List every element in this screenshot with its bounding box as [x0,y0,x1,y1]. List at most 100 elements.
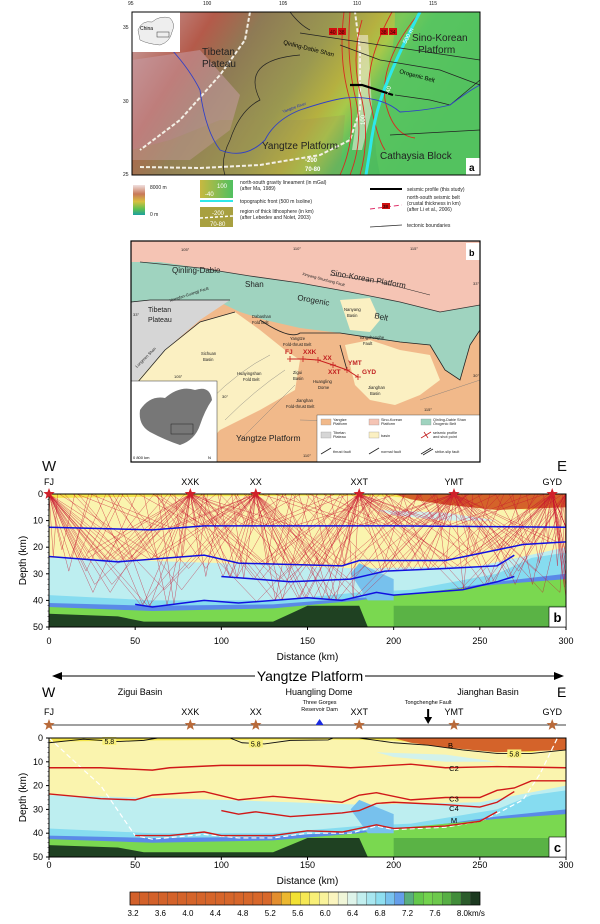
velocity-mantle [393,605,566,627]
station-star [43,719,55,730]
legend-label: strike-slip fault [435,450,460,454]
ray-path [48,493,124,572]
region-tibetan-plateau [131,300,230,388]
china-outline [139,388,212,445]
degree-label: 33° [133,312,139,317]
belt-thickness: 38 [339,30,345,36]
ray-path [48,493,191,585]
station-star [250,488,262,499]
station-label: XX [250,477,262,487]
china-outline [137,16,174,46]
colorbar-cell [347,891,358,906]
y-tick-label: 30 [33,804,43,814]
colorbar-cell [167,891,178,906]
swatch-label: 100 [217,184,228,190]
label-yangtze-platform: Yangtze Platform [236,433,301,443]
label-gravity-100: 100 [361,114,367,125]
panel-a-legend: 8000 m 0 m 100 -40 north-south gravity l… [133,180,465,229]
ray-path [512,493,553,585]
label-tibetan-plateau: Plateau [202,59,236,70]
seismic-profile-line[interactable] [350,83,394,97]
station-star [250,719,262,730]
tibetan-high-relief [132,50,240,160]
ray-path [48,493,89,572]
station-label: XXT [350,477,368,487]
colorbar-frame [129,891,481,906]
legend-label: seismic profile [433,431,457,435]
velocity-sediment-low [393,738,566,753]
colorbar-cell [328,891,339,906]
interface-C2 [49,763,567,771]
interface-label: C3 [449,795,459,804]
interface-C4 [221,790,515,818]
fault-lines [130,261,481,391]
panel-letter: b [469,248,475,258]
label-jianghan-fold: Jianghan [296,398,314,403]
y-tick-label: 40 [33,828,43,838]
station-label: GYD [362,369,376,376]
degree-label: 105° [174,374,183,379]
station-label: YMT [444,477,464,487]
colorbar-tick-label: 4.8 [237,909,249,918]
colorbar-cell [233,891,244,906]
contour-label-bg [102,736,117,745]
legend-gravity: north-south gravity lineament (in mGal) [240,180,327,186]
label-jianghan-fold: Fold-thrust Belt [286,404,315,409]
legend-label: Qinling-Dabie Shan [433,418,466,422]
station-star [353,488,365,499]
station-label: XXK [181,477,199,487]
label-gravity-40: -40 [385,85,393,96]
belt-thickness: 38 [381,30,387,36]
panel-letter: a [469,163,475,174]
label-jianghan-basin: Basin [370,391,381,396]
x-tick-label: 50 [130,636,140,646]
velocity-anomaly [350,563,394,601]
label-yangtze-fold: Fold-thrust Belt [283,342,312,347]
region-label: Zigui Basin [118,687,163,697]
interface-label: M [451,816,457,825]
colorbar-cell [470,891,481,906]
x-tick-label: 200 [386,860,401,870]
study-area-box [170,423,194,435]
ray-path [551,493,563,566]
north-arrow: N [208,455,211,460]
lon-tick: 105 [279,1,288,7]
x-tick-label: 300 [558,860,573,870]
ray-path [121,493,256,569]
map-legend: Yangtze Platform Sino-Korean Platform Qi… [316,414,481,463]
panel-letter-box [548,606,567,628]
legend-lithosphere: (after Lebedev and Nolet, 2003) [240,215,311,221]
x-tick-label: 300 [558,636,573,646]
legend-lithosphere: region of thick lithosphere (in km) [240,209,314,215]
panel-letter-box [466,158,480,175]
y-tick-label: 0 [38,489,43,499]
colorbar-tick-label: 5.2 [265,909,277,918]
arrow-head-right [554,672,564,680]
station-star [184,719,196,730]
seismic-belt-boxes: 40 38 38 34 [329,28,397,36]
colorbar-cell [309,891,320,906]
label-cathaysia: Cathaysia Block [380,151,453,162]
label-nanyang: Basin [347,313,358,318]
velocity-contour [48,737,158,744]
elev-min: 0 m [150,212,158,218]
yangtze-river [171,49,481,154]
label-zigui: Basin [293,376,304,381]
colorbar-cell [432,891,443,906]
panel-letter-box [548,836,567,858]
colorbar-tick-label: 6.0 [320,909,332,918]
x-tick-label: 50 [130,860,140,870]
colorbar-cell [243,891,254,906]
ray-path [48,493,186,561]
lithosphere-boundary [139,11,251,151]
region-sino-korean [131,241,480,312]
east-label: E [557,684,566,700]
colorbar-tick-label: 7.6 [429,909,441,918]
interface-line [135,575,515,608]
lon-tick: 100 [203,1,212,7]
velocity-contour [359,737,567,754]
seismic-belt-lines [339,11,421,176]
colorbar-cell [460,891,471,906]
colorbar-cell [252,891,263,906]
contour-label: 5.8 [104,739,114,746]
